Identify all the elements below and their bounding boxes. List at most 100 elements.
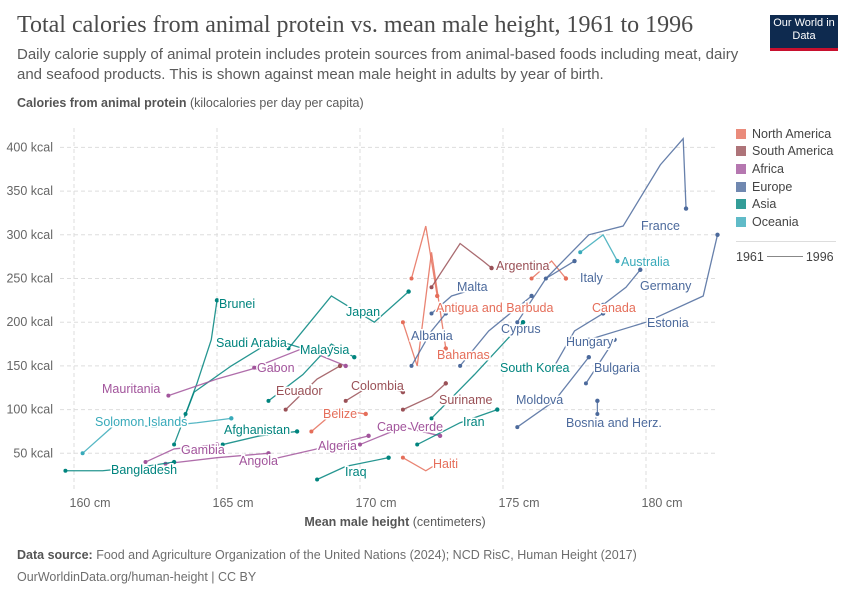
series-end-point [214, 298, 220, 303]
y-axis-label-unit: (kilocalories per day per capita) [189, 96, 364, 110]
series-end-point [337, 363, 343, 369]
legend-swatch [736, 128, 746, 139]
y-tick-label: 100 kcal [6, 403, 53, 417]
time-arrow-icon [766, 256, 803, 258]
series-line-mauritania [168, 367, 258, 397]
legend-label: Oceania [752, 214, 799, 229]
series-start-point [543, 276, 548, 281]
chart-header: Total calories from animal protein vs. m… [17, 10, 762, 111]
series-label: Australia [621, 255, 670, 269]
series-start-point [143, 460, 148, 465]
series-end-point [443, 311, 448, 316]
series-start-point [283, 407, 288, 412]
series-end-point [495, 407, 500, 412]
legend-swatch [736, 199, 746, 210]
series-label: Suriname [439, 393, 493, 407]
series-label: Cyprus [501, 322, 541, 336]
y-tick-label: 300 kcal [6, 228, 53, 242]
series-label: Angola [239, 454, 278, 468]
series-line-iran [416, 408, 498, 446]
series-start-point [266, 398, 271, 403]
x-tick-label: 160 cm [70, 496, 111, 510]
series-end-point [386, 455, 391, 460]
series-line-suriname [402, 382, 447, 411]
series-start-point [220, 442, 225, 447]
series-start-point [458, 363, 463, 368]
series-label: France [641, 219, 680, 233]
series-label: Canada [592, 301, 636, 315]
legend-label: Asia [752, 197, 777, 212]
series-end-point [683, 206, 689, 211]
series-label: Antigua and Barbuda [436, 301, 554, 315]
series-start-point [515, 425, 520, 430]
series-line-moldova [516, 356, 590, 428]
series-label: Japan [346, 305, 380, 319]
x-axis-label: Mean male height (centimeters) [0, 515, 790, 529]
owid-logo[interactable]: Our World in Data [770, 15, 838, 51]
series-start-point [586, 337, 591, 342]
series-start-point [252, 365, 257, 370]
legend-label: Africa [752, 161, 784, 176]
series-label: South Korea [500, 361, 570, 375]
series-line-iraq [316, 457, 389, 481]
series-label: Mauritania [102, 382, 160, 396]
series-line-bangladesh [65, 461, 175, 472]
y-tick-label: 50 kcal [13, 446, 53, 460]
legend-item-south-america[interactable]: South America [736, 143, 836, 161]
series-start-point [257, 460, 262, 465]
legend-item-asia[interactable]: Asia [736, 195, 836, 213]
series-start-point [315, 477, 320, 482]
series-end-point [406, 289, 411, 294]
series-line-hungary [553, 312, 604, 367]
series-end-point [443, 346, 448, 351]
legend: North America South America Africa Europe As… [736, 125, 836, 264]
series-line-albania [410, 313, 447, 367]
x-tick-label: 170 cm [356, 496, 397, 510]
series-label: Italy [580, 271, 604, 285]
series-label: Algeria [318, 439, 357, 453]
time-end: 1996 [805, 249, 834, 264]
series-end-point [214, 442, 220, 447]
legend-item-africa[interactable]: Africa [736, 160, 836, 178]
series-line-germany [602, 269, 641, 306]
series-line-south-korea [431, 321, 524, 419]
series-label: Germany [640, 279, 692, 293]
legend-item-europe[interactable]: Europe [736, 178, 836, 196]
series-end-point [489, 265, 494, 271]
legend-label: South America [752, 144, 834, 159]
legend-item-oceania[interactable]: Oceania [736, 213, 836, 231]
series-start-point [552, 363, 557, 368]
series-end-point [572, 258, 577, 264]
series-end-point [595, 398, 600, 404]
series-line-malta [431, 286, 481, 314]
series-start-point [429, 416, 434, 421]
legend-divider [736, 240, 836, 242]
series-start-point [429, 311, 434, 316]
series-line-cyprus [459, 295, 533, 367]
x-tick-label: 180 cm [642, 496, 683, 510]
y-tick-label: 400 kcal [6, 140, 53, 154]
series-label: Malta [457, 280, 488, 294]
series-label: Argentina [496, 259, 550, 273]
time-start: 1961 [736, 249, 764, 264]
series-label: Bangladesh [111, 463, 177, 477]
series-line-antigua-and-barbuda [410, 225, 438, 297]
series-label: Solomon Islands [95, 415, 187, 429]
series-end-point [520, 320, 526, 325]
source-text: Food and Agriculture Organization of the… [96, 548, 637, 562]
series-label: Colombia [351, 379, 404, 393]
time-legend: 1961 1996 [736, 250, 836, 264]
legend-item-north-america[interactable]: North America [736, 125, 836, 143]
series-end-point [266, 451, 271, 456]
series-end-point [437, 433, 443, 439]
series-label: Bahamas [437, 348, 490, 362]
series-label: Brunei [219, 297, 255, 311]
series-label: Gambia [181, 443, 225, 457]
series-end-point [615, 258, 620, 264]
series-start-point [343, 398, 348, 403]
source-url[interactable]: OurWorldinData.org/human-height | CC BY [17, 570, 257, 584]
series-label: Iran [463, 415, 485, 429]
series-label: Malaysia [300, 343, 349, 357]
series-line-france [545, 137, 687, 279]
series-start-point [400, 407, 405, 412]
